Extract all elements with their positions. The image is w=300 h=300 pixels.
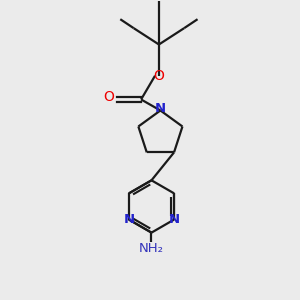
Text: N: N xyxy=(169,213,180,226)
Text: N: N xyxy=(155,103,166,116)
Text: O: O xyxy=(154,69,164,83)
Text: NH₂: NH₂ xyxy=(139,242,164,255)
Text: O: O xyxy=(103,90,114,104)
Text: N: N xyxy=(123,213,134,226)
